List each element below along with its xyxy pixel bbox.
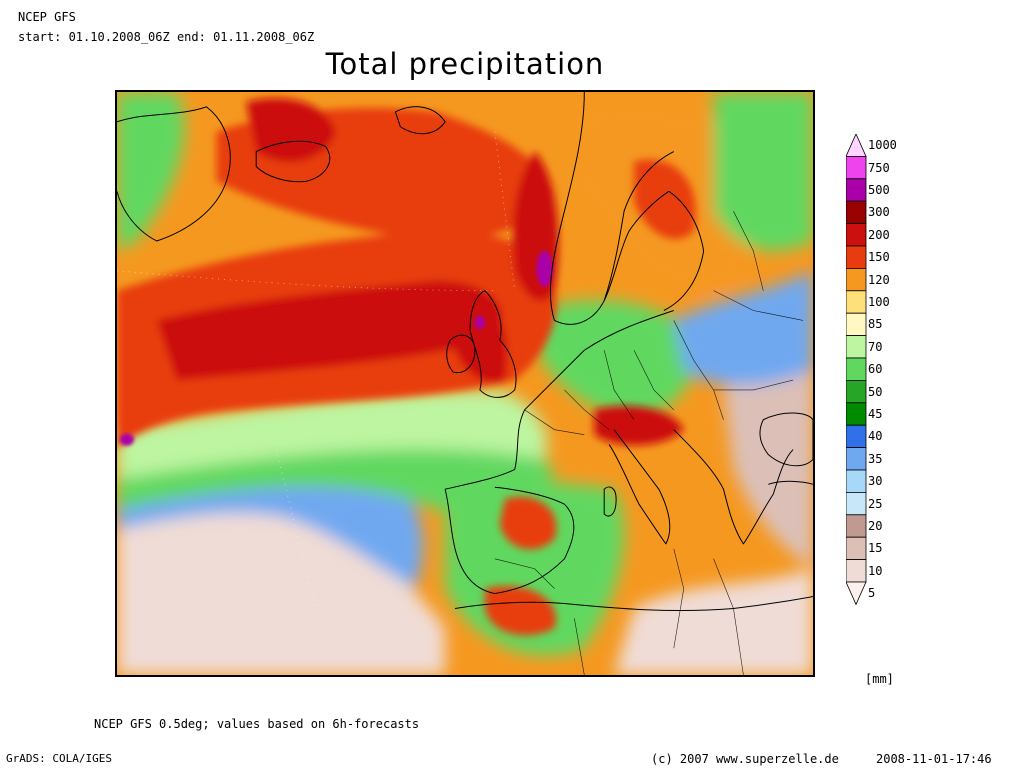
model-label: NCEP GFS: [18, 10, 76, 24]
coast-britain: [469, 290, 517, 398]
zone-nw-green: [117, 92, 185, 251]
core-morocco-red: [484, 586, 557, 636]
field-maxima: [119, 250, 553, 446]
copyright-label: (c) 2007 www.superzelle.de: [651, 752, 839, 766]
zone-dry-africa: [614, 568, 813, 675]
legend-label-15: 15: [868, 541, 883, 556]
legend-label-25: 25: [868, 496, 883, 511]
core-alps-red: [594, 405, 684, 446]
legend-swatch-500: [846, 178, 867, 202]
legend-label-50: 50: [868, 384, 883, 399]
legend-swatch-200: [846, 223, 867, 247]
coast-scandinavia: [549, 92, 675, 325]
legend-swatch-25: [846, 491, 867, 516]
legend-swatch-85: [846, 312, 867, 336]
coast-finland: [663, 190, 705, 311]
max-scotland: [474, 315, 485, 330]
legend-swatch-1000: [846, 134, 867, 157]
legend-label-40: 40: [868, 429, 883, 444]
legend-label-1000: 1000: [868, 138, 897, 153]
software-label: GrADS: COLA/IGES: [6, 752, 112, 765]
legend-swatch-10: [846, 559, 867, 583]
legend-swatch-45: [846, 402, 867, 426]
legend-swatch-40: [846, 424, 867, 449]
legend-label-45: 45: [868, 407, 883, 421]
zone-russia: [713, 92, 813, 251]
legend-swatch-35: [846, 447, 867, 471]
data-note: NCEP GFS 0.5deg; values based on 6h-fore…: [94, 717, 420, 731]
legend-swatch-750: [846, 155, 867, 180]
legend-label-150: 150: [868, 250, 890, 265]
coast-sardinia: [603, 486, 617, 517]
coast-iceland: [255, 140, 331, 183]
coast-greenland: [117, 106, 231, 242]
timestamp-label: 2008-11-01-17:46: [876, 752, 992, 766]
core-atlantic-darkred: [156, 280, 503, 381]
coast-black-sea: [759, 412, 813, 467]
coast-north-islands: [394, 106, 446, 135]
coast-sweden: [603, 190, 670, 301]
legend-swatch-15: [846, 536, 867, 561]
legend-label-35: 35: [868, 451, 883, 466]
precipitation-map: [115, 90, 815, 677]
zone-light-green: [117, 389, 548, 480]
legend-label-500: 500: [868, 183, 890, 197]
core-iberia-red: [499, 496, 557, 550]
coast-ireland: [446, 334, 476, 374]
legend-label-120: 120: [868, 272, 890, 287]
coast-iberia: [444, 486, 575, 595]
legend-swatch-20: [846, 514, 867, 538]
zone-blue-band: [117, 466, 424, 589]
legend-label-70: 70: [868, 339, 883, 354]
legend-label-85: 85: [868, 317, 883, 332]
legend-swatch-60: [846, 357, 867, 381]
max-norway: [536, 250, 553, 287]
legend-unit-label: [mm]: [865, 672, 894, 686]
coast-north-africa: [454, 596, 813, 612]
legend-label-20: 20: [868, 519, 883, 533]
legend-label-10: 10: [868, 563, 883, 578]
legend-label-100: 100: [868, 295, 890, 309]
legend-swatch-30: [846, 469, 867, 493]
legend-svg: [846, 134, 867, 606]
legend-swatch-120: [846, 267, 867, 292]
legend-swatch-150: [846, 245, 867, 269]
legend-label-200: 200: [868, 227, 890, 242]
legend-swatch-5: [846, 581, 867, 606]
period-label: start: 01.10.2008_06Z end: 01.11.2008_06…: [18, 30, 315, 44]
borders: [494, 211, 804, 675]
legend-label-60: 60: [868, 362, 883, 377]
zone-east-blue: [673, 270, 813, 385]
precipitation-map-svg: [117, 92, 813, 675]
core-finland-red: [634, 159, 696, 240]
coastlines: [117, 92, 813, 612]
legend-swatch-100: [846, 290, 867, 314]
legend-swatch-300: [846, 200, 867, 224]
zone-central-europe: [534, 300, 697, 420]
legend-label-30: 30: [868, 474, 883, 489]
legend-swatch-50: [846, 379, 867, 404]
graticule: [117, 131, 516, 609]
legend-label-300: 300: [868, 205, 890, 220]
core-britain-red: [450, 290, 508, 383]
legend-swatch-70: [846, 335, 867, 359]
coast-italy: [608, 429, 671, 545]
max-atlantic: [119, 433, 134, 446]
coast-turkey: [768, 480, 813, 485]
page-title: Total precipitation: [325, 47, 605, 81]
legend-label-5: 5: [868, 586, 876, 601]
color-legend: 1000 750 500 300 200 150 120 100 85 70 60 50 45 40 35 3…: [846, 134, 916, 628]
coast-balkans: [673, 429, 794, 545]
legend-label-750: 750: [868, 160, 890, 175]
coast-europe-west: [444, 310, 674, 490]
